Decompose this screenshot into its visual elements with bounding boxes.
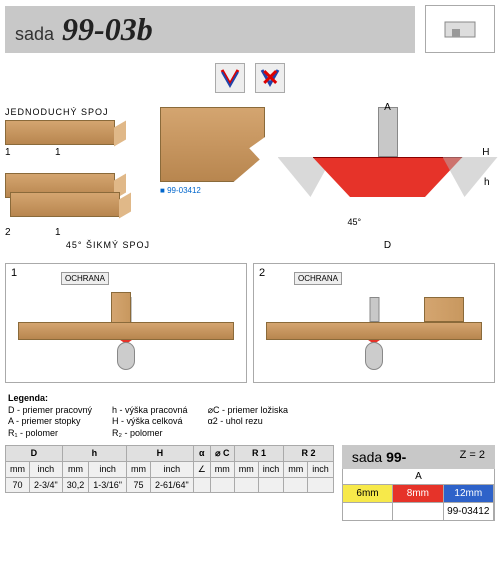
dim-h: h [484, 177, 490, 188]
router-table [18, 322, 234, 340]
workpiece [424, 297, 464, 322]
sku-row: 99-03412 [342, 503, 495, 521]
legend-col-3: ⌀C - priemer ložiska α2 - uhol rezu [208, 405, 288, 440]
warn-icon-2: ✕ [255, 63, 285, 93]
title-main: 99-03b [62, 11, 153, 48]
warn-icon-1 [215, 63, 245, 93]
usage-2: 2 OCHRANA [253, 263, 495, 383]
dim-H: H [482, 147, 489, 158]
bit-cutter [313, 157, 463, 197]
usage-1: 1 OCHRANA [5, 263, 247, 383]
color-row: 6mm8mm12mm [342, 484, 495, 503]
router-table [266, 322, 482, 340]
wood-piece [5, 120, 115, 145]
legend-title: Legenda: [8, 393, 492, 405]
spec-table: D h H α ⌀ C R 1 R 2 mminchmminchmminch∠m… [5, 445, 334, 493]
sada-box: sada 99- Z = 2 A 6mm8mm12mm 99-03412 [342, 445, 495, 521]
diagram-column: A D H h 45° [280, 107, 495, 253]
sada-title: sada 99- Z = 2 [342, 445, 495, 469]
dim-D: D [384, 240, 391, 251]
profile-column: 99-03412 [160, 107, 270, 253]
warning-row: ✕ [0, 63, 500, 97]
clamp [90, 342, 162, 382]
joint2-label: 45° ŠIKMÝ SPOJ [5, 240, 150, 250]
clamp [338, 342, 410, 382]
bit-shaft [378, 107, 398, 157]
joint-examples: JEDNODUCHÝ SPOJ 11 21 45° ŠIKMÝ SPOJ [5, 107, 150, 253]
ochrana-label: OCHRANA [61, 272, 109, 285]
product-icon [425, 5, 495, 53]
a-header: A [342, 469, 495, 484]
profile-shape [160, 107, 265, 182]
joint1-label: JEDNODUCHÝ SPOJ [5, 107, 150, 117]
legend-col-1: D - priemer pracovný A - priemer stopky … [8, 405, 92, 440]
profile-sku: 99-03412 [160, 186, 270, 195]
usage-row: 1 OCHRANA 2 OCHRANA [0, 258, 500, 388]
title-prefix: sada [15, 24, 54, 45]
dim-A: A [384, 102, 391, 113]
legend-col-2: h - výška pracovná H - výška celková R₂ … [112, 405, 188, 440]
ochrana-label: OCHRANA [294, 272, 342, 285]
wood-piece [10, 192, 120, 217]
legend: Legenda: D - priemer pracovný A - prieme… [0, 388, 500, 445]
dim-45: 45° [348, 217, 362, 227]
title-bar: sada 99-03b [5, 6, 415, 53]
warn-x-icon: ✕ [256, 64, 284, 92]
